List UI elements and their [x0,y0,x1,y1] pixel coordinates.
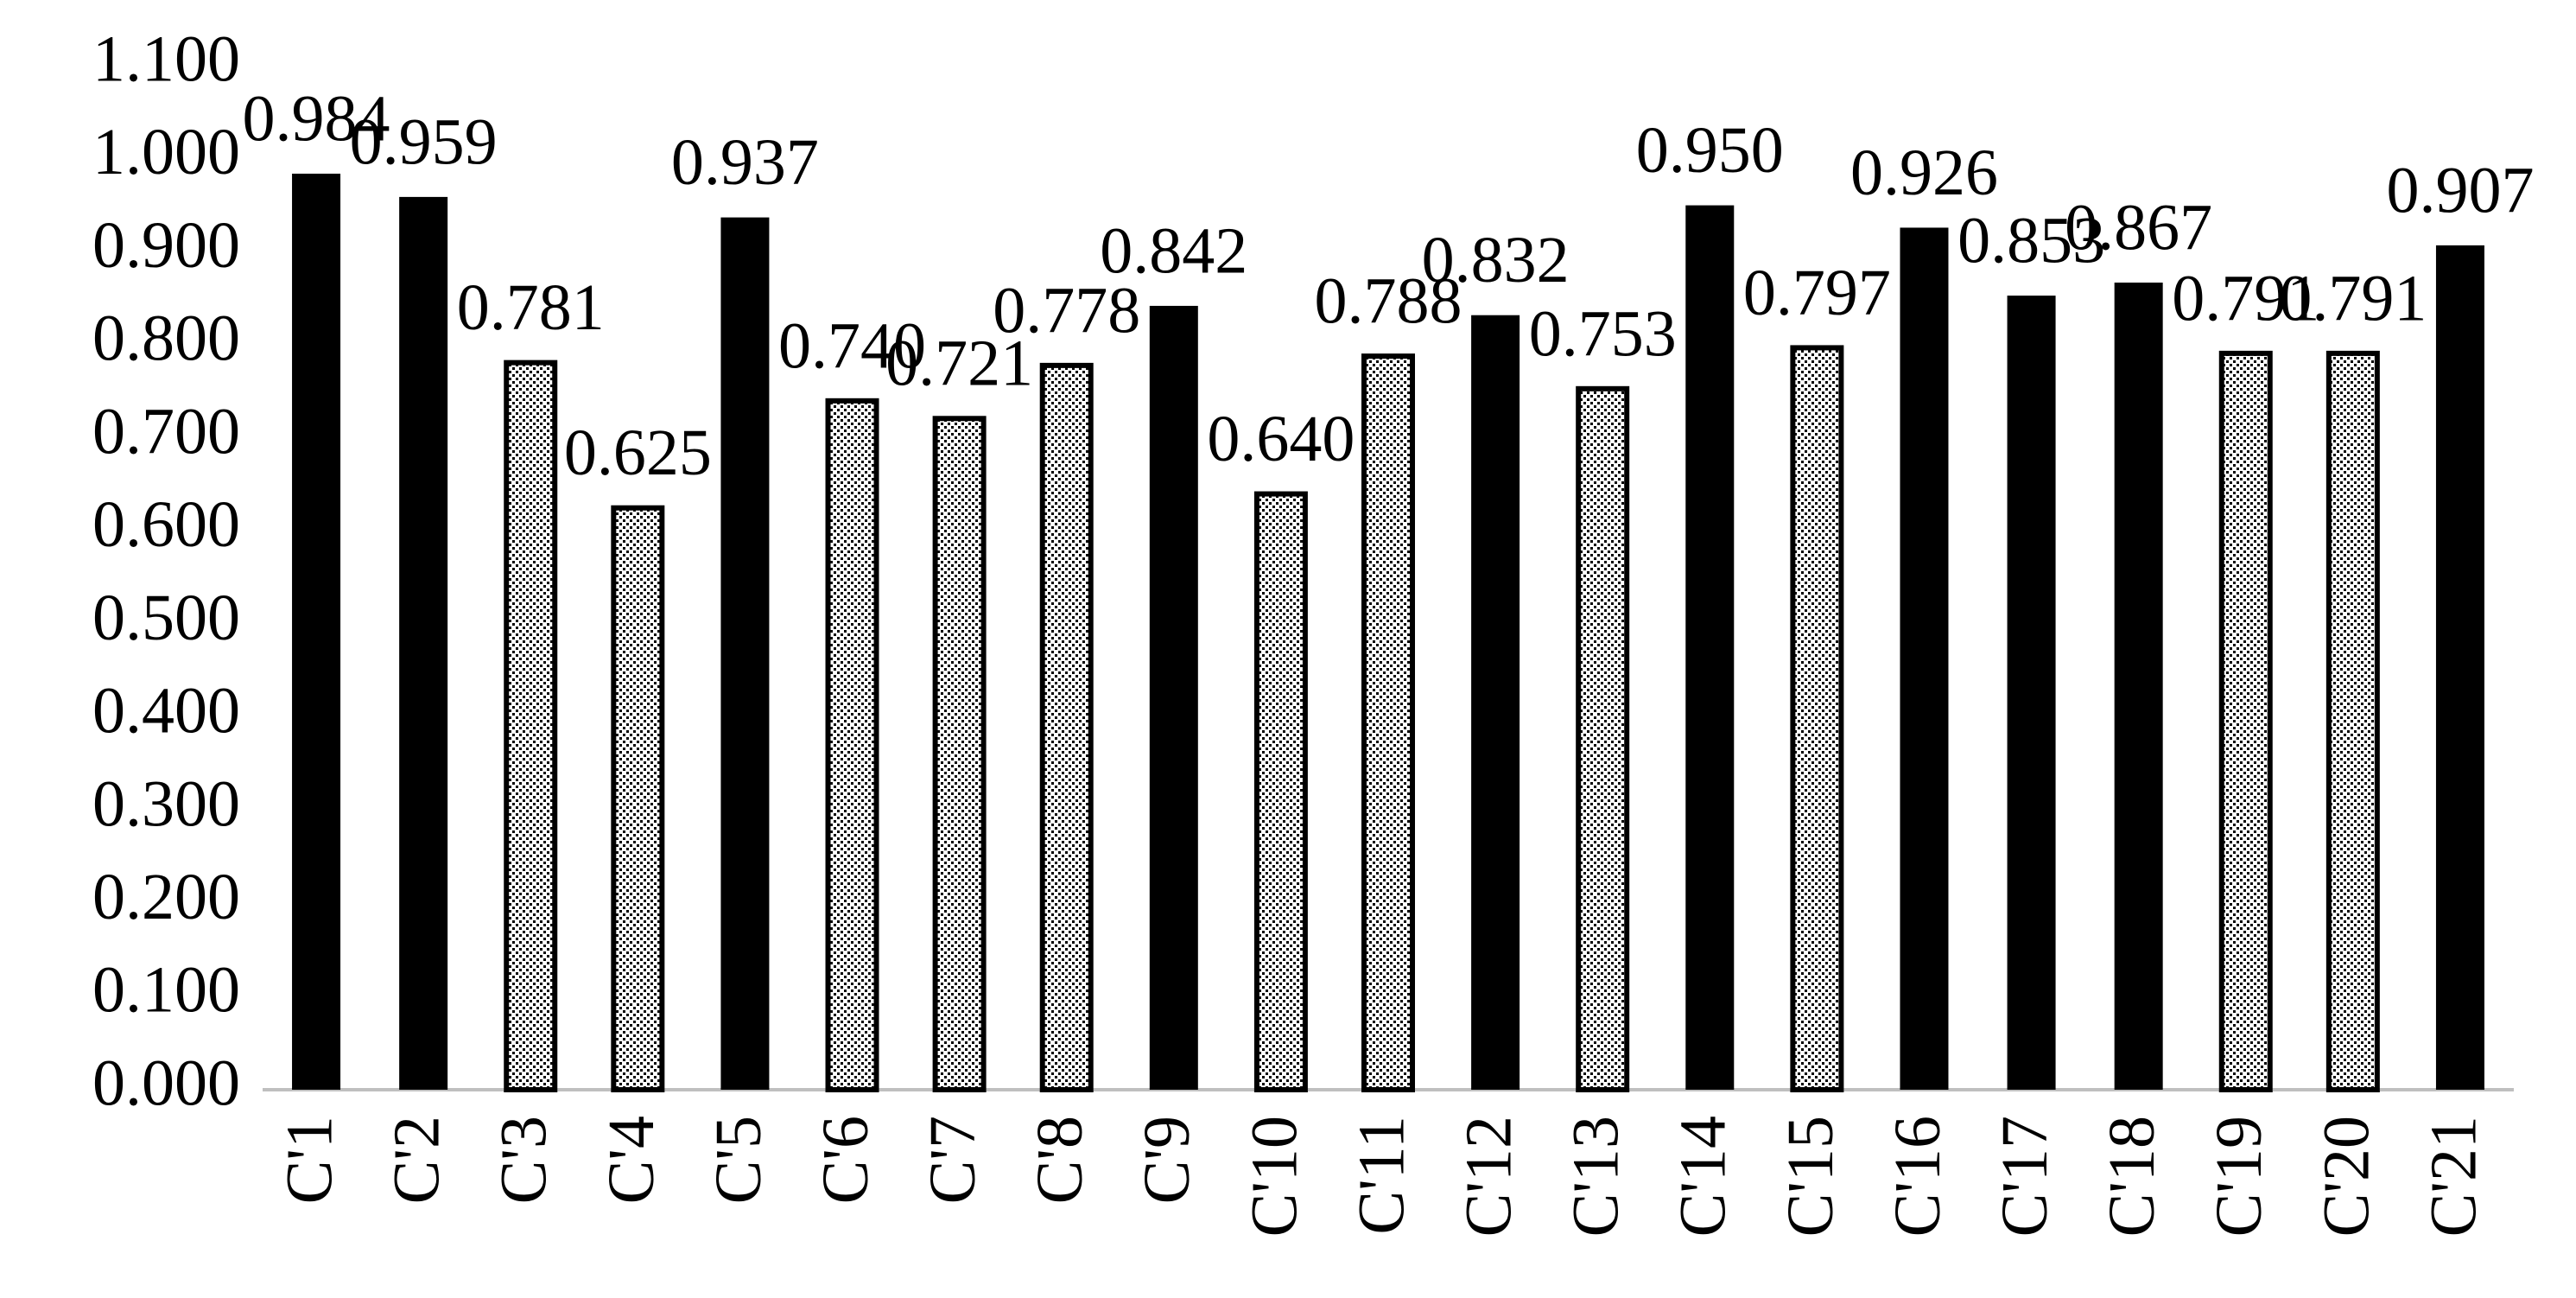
x-tick-label: C'16 [1881,1116,1954,1237]
y-tick-label: 0.000 [92,1047,240,1119]
bar [1790,345,1844,1092]
bar [2114,283,2163,1091]
value-label: 0.625 [564,417,712,489]
x-tick-label: C'7 [917,1116,989,1204]
x-tick-label: C'9 [1131,1116,1203,1204]
value-label: 0.721 [885,328,1033,400]
x-tick-label: C'18 [2096,1116,2168,1237]
value-label: 0.984 [243,82,390,155]
bar [720,217,770,1090]
y-tick-label: 1.100 [92,22,240,95]
value-label: 0.853 [1957,205,2105,277]
value-label: 0.959 [350,105,498,178]
value-label: 0.781 [457,271,605,344]
x-tick-label: C'20 [2310,1116,2382,1237]
value-label: 0.791 [2279,262,2427,334]
value-label: 0.797 [1743,257,1891,329]
value-label: 0.788 [1315,265,1462,338]
x-tick-label: C'8 [1024,1116,1096,1204]
value-label: 0.867 [2065,191,2212,264]
bar [504,359,558,1092]
bar [2218,350,2273,1092]
x-tick-label: C'5 [702,1116,775,1204]
bar [399,196,448,1090]
x-tick-label: C'17 [1989,1116,2061,1237]
y-tick-label: 0.300 [92,767,240,840]
value-label: 0.791 [2172,262,2319,334]
bar [1900,227,1949,1091]
x-tick-label: C'19 [2203,1116,2275,1237]
y-tick-label: 0.400 [92,675,240,748]
value-label: 0.832 [1422,224,1570,296]
value-label: 0.937 [671,126,819,199]
bar [1471,315,1520,1090]
bar [2435,245,2484,1090]
y-tick-label: 0.100 [92,954,240,1027]
value-label: 0.926 [1850,137,1998,209]
y-tick-label: 0.200 [92,861,240,933]
x-tick-label: C'15 [1774,1116,1847,1237]
value-label: 0.753 [1529,297,1677,370]
y-tick-label: 0.500 [92,582,240,654]
x-tick-label: C'4 [595,1116,668,1204]
bar [611,505,665,1092]
bar [1253,491,1308,1092]
x-tick-label: C'3 [488,1116,561,1204]
y-tick-label: 0.900 [92,209,240,282]
x-tick-label: C'12 [1453,1116,1526,1237]
y-tick-label: 1.000 [92,116,240,188]
value-label: 0.740 [778,309,926,382]
x-tick-label: C'21 [2417,1116,2490,1237]
value-label: 0.907 [2386,154,2534,226]
bar [1361,353,1415,1093]
value-label: 0.842 [1100,214,1247,287]
bar [2325,350,2380,1092]
x-tick-label: C'6 [809,1116,882,1204]
y-tick-label: 0.700 [92,395,240,468]
y-tick-label: 0.600 [92,488,240,561]
y-tick-label: 0.800 [92,302,240,375]
bar [932,416,987,1092]
value-label: 0.640 [1207,403,1355,475]
x-tick-label: C'2 [381,1116,454,1204]
bar [1685,205,1735,1090]
value-label: 0.950 [1636,114,1784,187]
x-tick-label: C'14 [1667,1116,1740,1237]
bar [825,398,879,1092]
bar [1576,385,1630,1092]
x-tick-label: C'13 [1560,1116,1633,1237]
bar [1149,305,1198,1090]
bar [2007,296,2056,1090]
x-tick-label: C'1 [273,1116,346,1204]
value-label: 0.778 [993,274,1140,347]
bar [292,173,341,1091]
bar [1039,362,1094,1092]
x-tick-label: C'11 [1345,1116,1418,1235]
x-tick-label: C'10 [1238,1116,1310,1237]
